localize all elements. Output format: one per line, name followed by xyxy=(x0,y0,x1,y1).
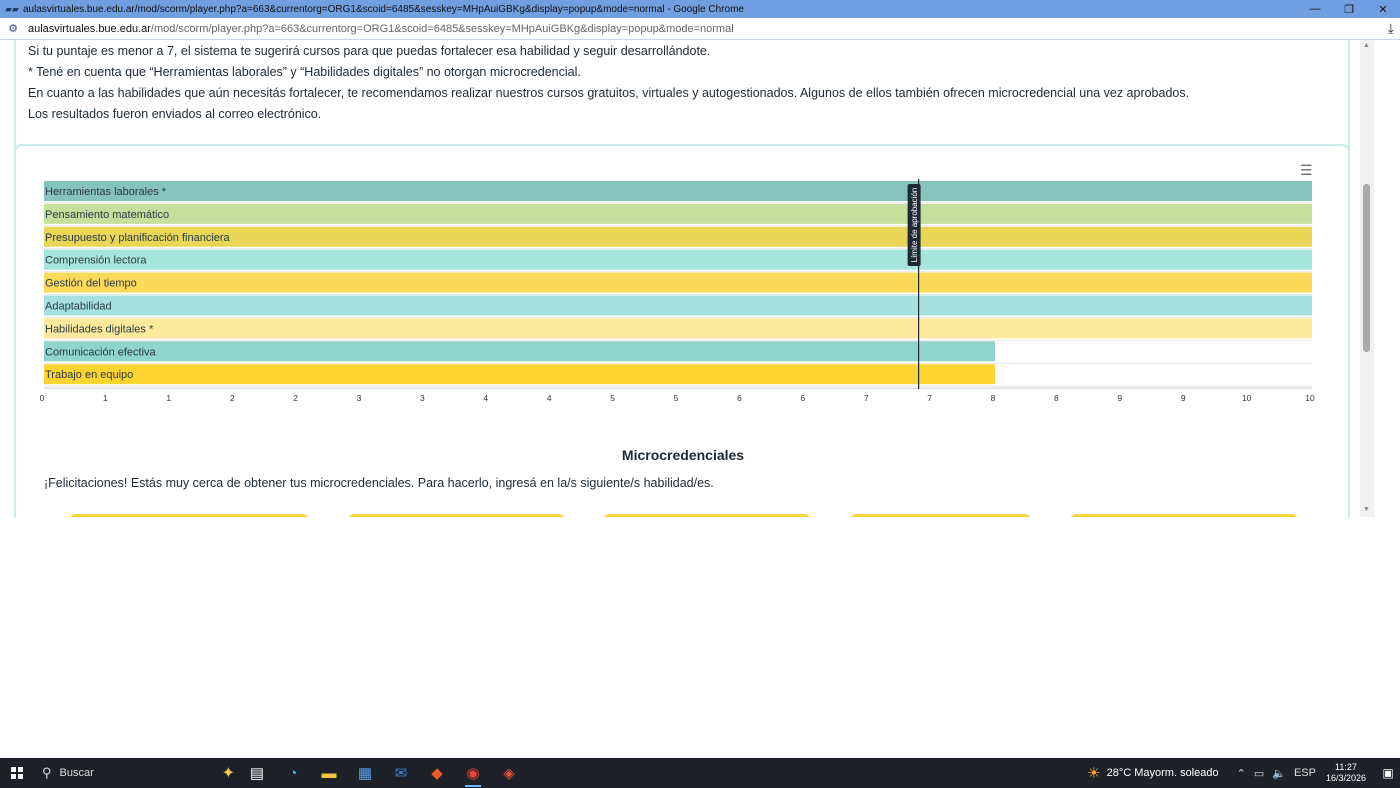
x-tick-label: 9 xyxy=(1181,393,1186,403)
store-icon[interactable]: ▦ xyxy=(357,765,373,782)
clock-time: 11:27 xyxy=(1335,762,1357,772)
x-tick-label: 1 xyxy=(166,393,171,403)
bar-label-4: Gestión del tiempo xyxy=(45,278,137,290)
search-icon: ⚲ xyxy=(42,765,52,780)
bar-label-3: Comprensión lectora xyxy=(45,255,147,267)
scroll-down-icon[interactable]: ▼ xyxy=(1363,506,1370,513)
x-tick-label: 10 xyxy=(1305,393,1315,403)
skills-bar-chart: Herramientas laborales * Pensamiento mate… xyxy=(40,179,1315,403)
notifications-icon[interactable]: ▣ xyxy=(1382,766,1394,780)
x-tick-label: 0 xyxy=(40,393,45,403)
network-icon[interactable]: ▭ xyxy=(1253,767,1265,780)
bar-label-7: Comunicación efectiva xyxy=(45,346,157,358)
x-tick-label: 8 xyxy=(1054,393,1059,403)
bar-5[interactable] xyxy=(44,295,1312,316)
minimize-button[interactable]: — xyxy=(1309,3,1321,15)
edge-icon[interactable]: ◔ xyxy=(288,764,298,782)
x-tick-label: 2 xyxy=(230,393,235,403)
bar-8[interactable] xyxy=(44,364,995,385)
x-tick-label: 7 xyxy=(927,393,932,403)
system-tray: ☀ 28°C Mayorm. soleado ⌃ ▭ 🔈 ESP 11:27 1… xyxy=(1087,758,1400,788)
weather-text: 28°C Mayorm. soleado xyxy=(1106,767,1219,779)
task-view-icon[interactable]: ▤ xyxy=(249,765,265,782)
bar-6[interactable] xyxy=(44,318,1312,339)
skill-card-2[interactable] xyxy=(347,514,566,517)
page-viewport: Si tu puntaje es menor a 7, el sistema t… xyxy=(0,40,1400,517)
bar-label-0: Herramientas laborales * xyxy=(45,186,167,198)
bar-3[interactable] xyxy=(44,249,1312,270)
x-tick-label: 9 xyxy=(1117,393,1122,403)
skill-card-5[interactable] xyxy=(1069,514,1299,517)
clock[interactable]: 11:27 16/3/2026 xyxy=(1326,762,1366,784)
scroll-up-icon[interactable]: ▲ xyxy=(1363,42,1370,49)
windows-logo-icon xyxy=(11,767,23,779)
app-icon[interactable]: ◈ xyxy=(503,765,515,782)
language-indicator[interactable]: ESP xyxy=(1293,767,1316,779)
restore-button[interactable]: ❐ xyxy=(1344,3,1354,16)
file-explorer-icon[interactable]: ▬ xyxy=(321,764,337,782)
x-tick-label: 6 xyxy=(800,393,805,403)
bar-label-5: Adaptabilidad xyxy=(45,301,112,313)
site-favicon-icon: ▰▰ xyxy=(5,4,19,14)
site-settings-icon[interactable]: ⚙ xyxy=(8,22,18,35)
chart-menu-icon[interactable]: ☰ xyxy=(1300,162,1313,178)
url-path[interactable]: /mod/scorm/player.php?a=663&currentorg=O… xyxy=(150,22,734,35)
scrollbar-thumb[interactable] xyxy=(1363,184,1370,352)
threshold-label: Límite de aprobación xyxy=(910,188,919,263)
search-label: Buscar xyxy=(59,767,94,779)
bar-4[interactable] xyxy=(44,272,1312,293)
start-button[interactable] xyxy=(0,758,34,788)
download-icon[interactable]: ⤓ xyxy=(1387,20,1394,36)
bar-label-6: Habilidades digitales * xyxy=(45,323,154,335)
x-tick-label: 3 xyxy=(420,393,425,403)
brave-icon[interactable]: ◆ xyxy=(431,765,443,782)
info-line-note: * Tené en cuenta que “Herramientas labor… xyxy=(28,65,581,79)
bar-label-1: Pensamiento matemático xyxy=(45,209,169,221)
x-tick-label: 7 xyxy=(864,393,869,403)
taskbar: ⚲ Buscar ✦ ▤ ◔ ▬ ▦ ✉ ◆ ◉ ◈ ☀ 28°C Mayorm… xyxy=(0,758,1400,788)
x-tick-label: 2 xyxy=(293,393,298,403)
x-tick-label: 5 xyxy=(674,393,679,403)
bar-0[interactable] xyxy=(44,181,1312,201)
taskbar-search[interactable]: ⚲ Buscar ✦ xyxy=(34,758,239,788)
bar-2[interactable] xyxy=(44,226,1312,247)
microcredentials-title: Microcredenciales xyxy=(621,447,745,463)
skill-card-3[interactable] xyxy=(602,514,812,517)
x-tick-label: 6 xyxy=(737,393,742,403)
skill-card-4[interactable] xyxy=(849,514,1032,517)
volume-icon[interactable]: 🔈 xyxy=(1272,767,1286,780)
microcredentials-text: ¡Felicitaciones! Estás muy cerca de obte… xyxy=(44,476,714,490)
bar-label-8: Trabajo en equipo xyxy=(45,369,133,381)
close-button[interactable]: ✕ xyxy=(1378,3,1388,16)
x-tick-label: 4 xyxy=(547,393,552,403)
x-tick-label: 3 xyxy=(357,393,362,403)
x-tick-label: 1 xyxy=(103,393,108,403)
url-host[interactable]: aulasvirtuales.bue.edu.ar xyxy=(28,22,151,35)
page-scrollbar[interactable]: ▲ ▼ xyxy=(1360,40,1374,517)
mail-icon[interactable]: ✉ xyxy=(394,765,408,782)
bar-label-2: Presupuesto y planificación financiera xyxy=(45,232,231,244)
x-tick-label: 5 xyxy=(610,393,615,403)
x-tick-label: 4 xyxy=(483,393,488,403)
clock-date: 16/3/2026 xyxy=(1325,773,1366,783)
info-line-courses: En cuanto a las habilidades que aún nece… xyxy=(28,86,1190,100)
skill-card-1[interactable] xyxy=(68,514,310,517)
weather-widget[interactable]: ☀ 28°C Mayorm. soleado xyxy=(1087,764,1218,782)
chevron-up-icon[interactable]: ⌃ xyxy=(1236,767,1246,780)
copilot-sparkle-icon: ✦ xyxy=(221,765,235,782)
chrome-icon[interactable]: ◉ xyxy=(455,758,491,788)
partly-sunny-icon: ☀ xyxy=(1087,765,1101,782)
address-bar[interactable]: ⚙ aulasvirtuales.bue.edu.ar/mod/scorm/pl… xyxy=(0,18,1400,40)
bar-7[interactable] xyxy=(44,341,995,362)
x-tick-label: 8 xyxy=(991,393,996,403)
window-title: aulasvirtuales.bue.edu.ar/mod/scorm/play… xyxy=(23,3,744,15)
info-line-email: Los resultados fueron enviados al correo… xyxy=(28,107,322,121)
info-line-threshold: Si tu puntaje es menor a 7, el sistema t… xyxy=(28,44,711,58)
bar-1[interactable] xyxy=(44,203,1312,224)
threshold-label-box xyxy=(907,184,921,266)
x-tick-label: 10 xyxy=(1242,393,1252,403)
window-titlebar: ▰▰ aulasvirtuales.bue.edu.ar/mod/scorm/p… xyxy=(0,0,1400,18)
